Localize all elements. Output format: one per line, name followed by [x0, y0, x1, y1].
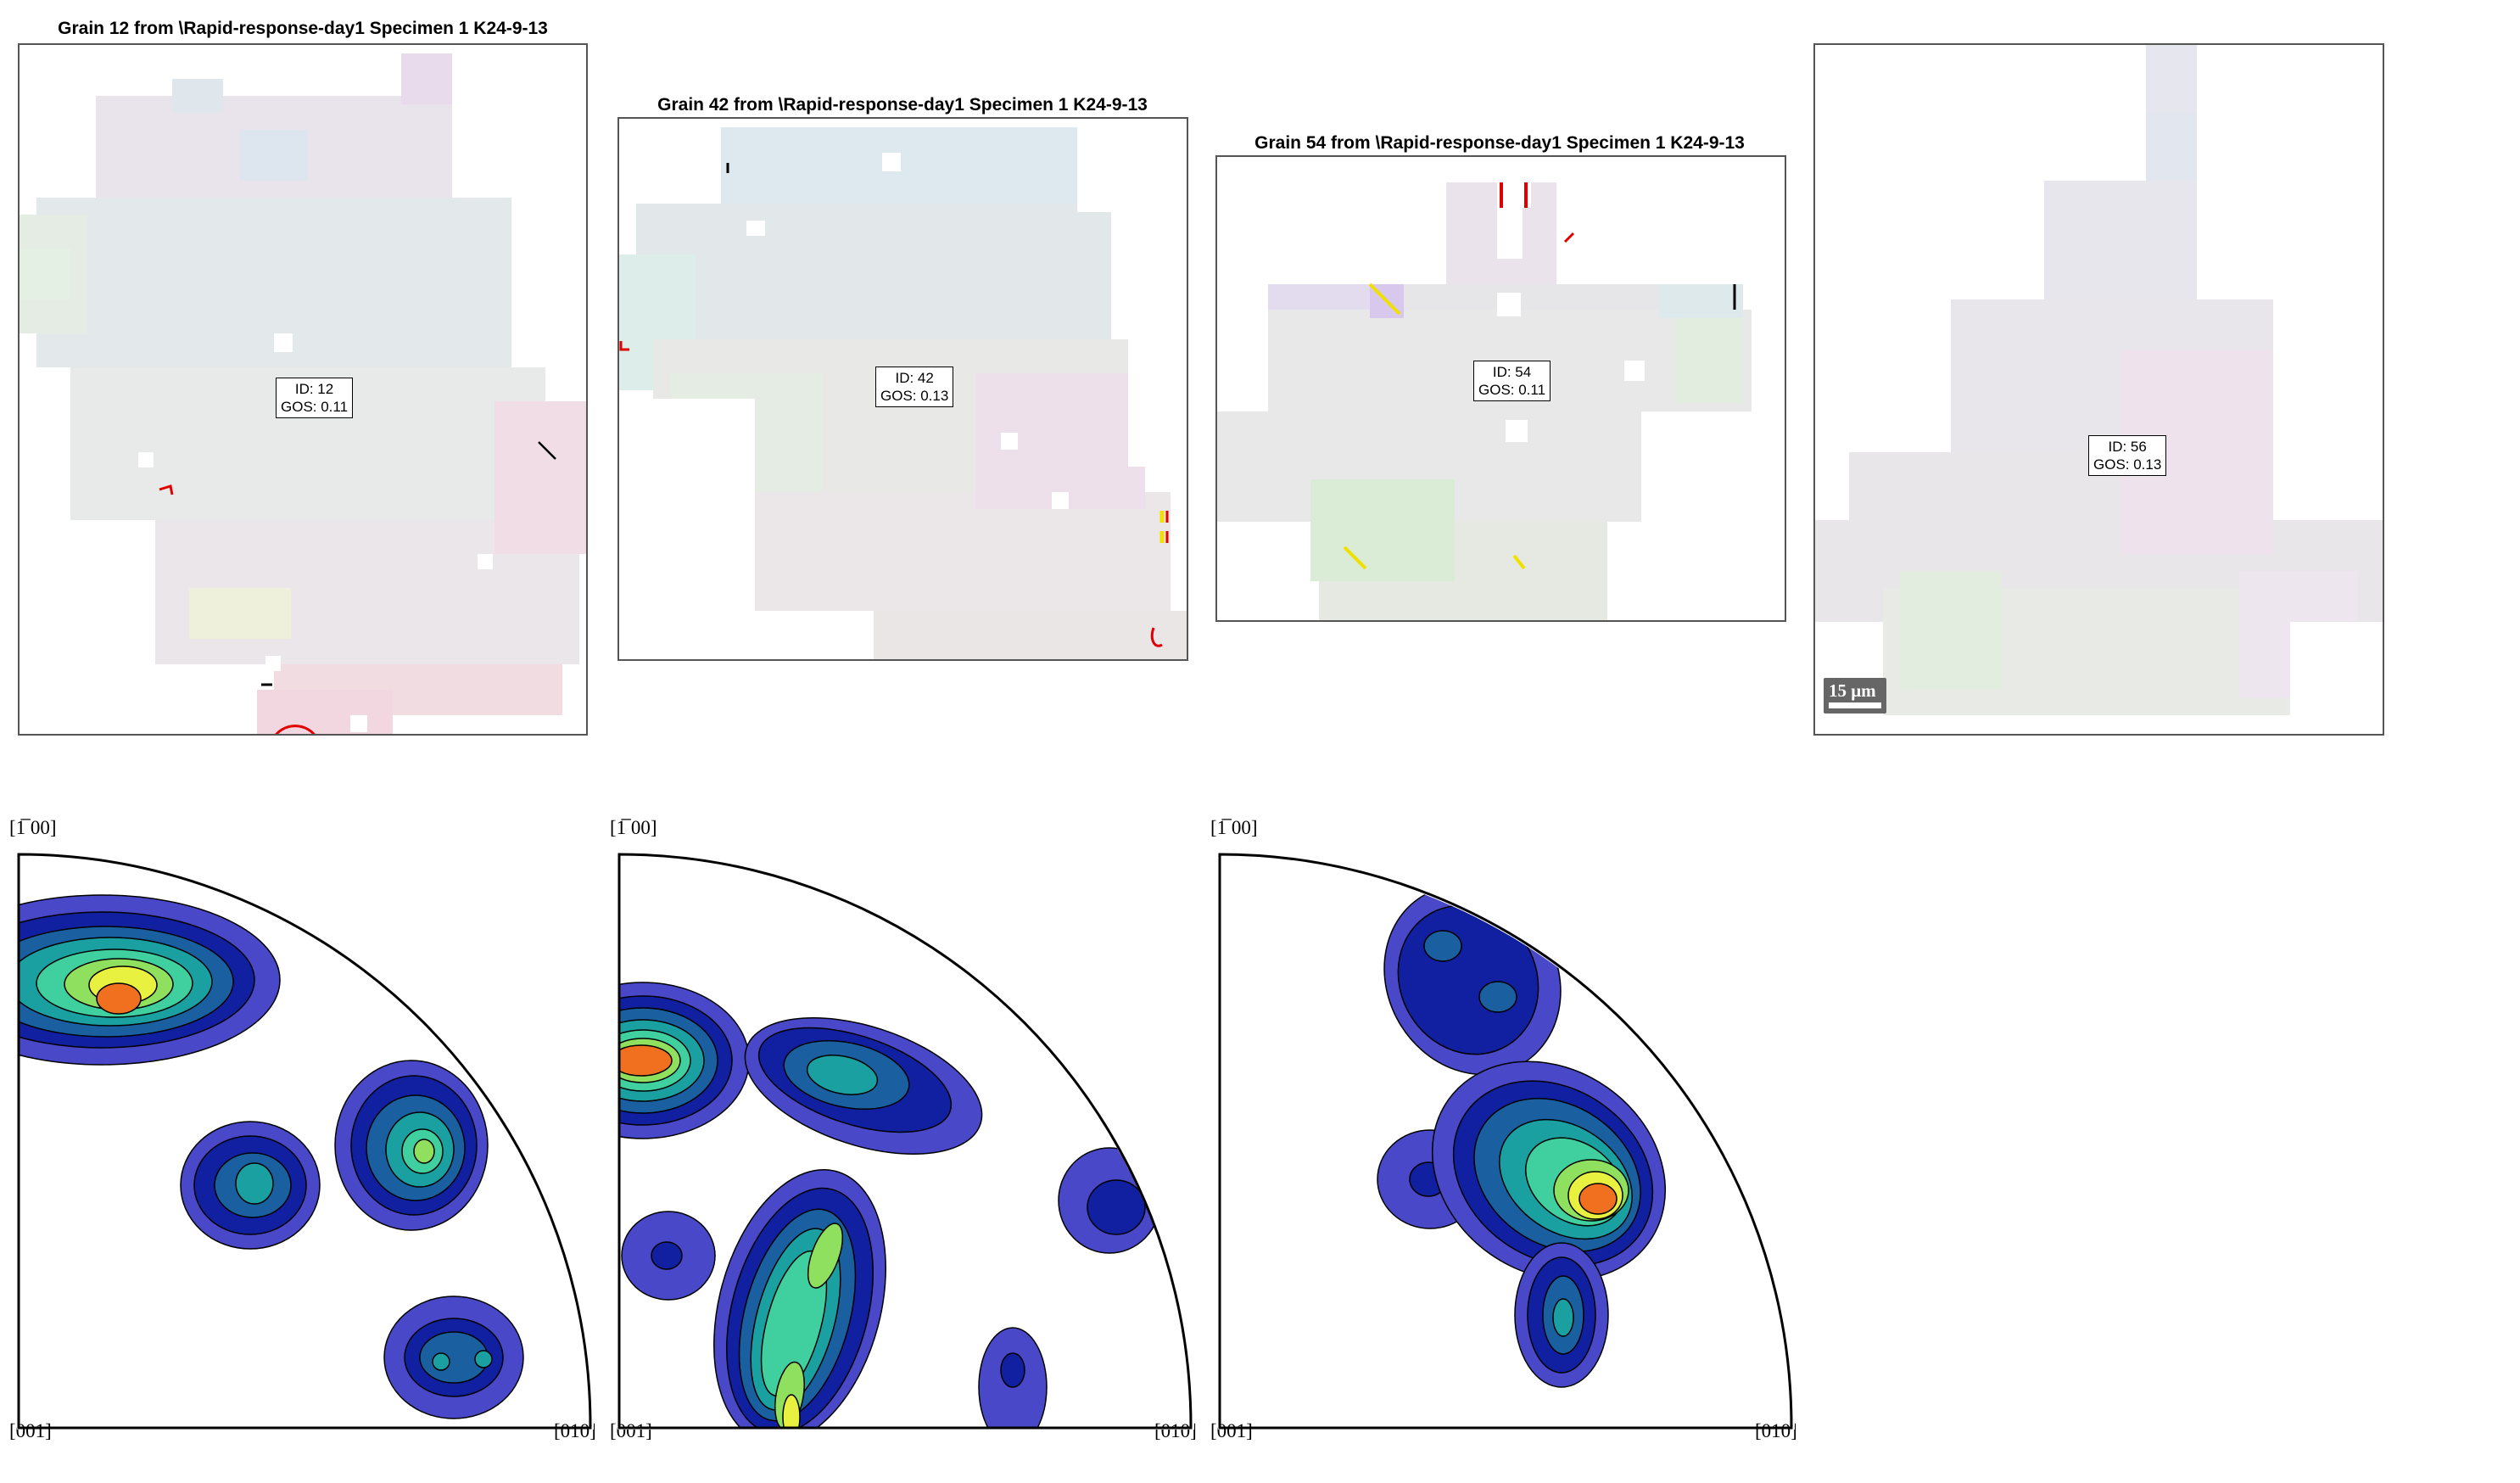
grain-1-title: Grain 12 from \Rapid-response-day1 Speci… — [58, 19, 548, 38]
pf-2-outline — [617, 853, 1193, 1430]
pole-figure-1 — [17, 853, 594, 1430]
grain-2-boundary-red-3 — [1150, 627, 1163, 647]
grain-3-id-box: ID: 54 GOS: 0.11 — [1473, 361, 1551, 401]
pf-3-top-label: [1̅ 00] — [1210, 817, 1258, 838]
grain-1-boundary-red-2 — [159, 484, 174, 495]
grain-1-id-box: ID: 12 GOS: 0.11 — [276, 378, 354, 418]
grain-3-holes — [1217, 157, 1785, 620]
grain-2-pixels — [619, 119, 1187, 659]
grain-1-holes — [20, 45, 586, 734]
pf-1-outline — [17, 853, 592, 1430]
grain-3-boundary-yellow — [1343, 283, 1526, 570]
grain-map-4: ID: 56 GOS: 0.13 15 μm — [1813, 43, 2384, 736]
pf-2-mask — [617, 853, 1194, 1430]
grain-3-gos-label: GOS: 0.11 — [1478, 382, 1546, 398]
grain-map-3: ID: 54 GOS: 0.11 — [1215, 155, 1786, 622]
pf-3-mask — [1218, 853, 1795, 1430]
grain-2-shape — [619, 127, 1187, 659]
scale-bar: 15 μm — [1824, 678, 1886, 714]
grain-1-id-label: ID: 12 — [294, 381, 334, 397]
grain-2-gos-label: GOS: 0.13 — [880, 388, 949, 404]
grain-4-id-label: ID: 56 — [2108, 439, 2147, 455]
grain-map-2: ID: 42 GOS: 0.13 — [617, 117, 1188, 661]
grain-3-title: Grain 54 from \Rapid-response-day1 Speci… — [1254, 133, 1745, 153]
pole-figure-3 — [1218, 853, 1795, 1430]
pf-2-top-label: [1̅ 00] — [610, 817, 657, 838]
grain-2-id-box: ID: 42 GOS: 0.13 — [875, 367, 954, 407]
grain-3-id-label: ID: 54 — [1492, 364, 1532, 380]
grain-3-pixels — [1217, 157, 1785, 620]
pf-3-contours — [1377, 884, 1667, 1388]
grain-1-boundary-black — [538, 441, 556, 460]
grain-2-holes — [619, 119, 1187, 659]
grain-2-title: Grain 42 from \Rapid-response-day1 Speci… — [657, 95, 1148, 115]
pf-1-contours — [17, 894, 524, 1419]
grain-4-id-box: ID: 56 GOS: 0.13 — [2088, 435, 2167, 476]
grain-1-gos-label: GOS: 0.11 — [281, 399, 349, 415]
grain-4-gos-label: GOS: 0.13 — [2093, 456, 2162, 473]
grain-4-shape — [1815, 45, 2383, 715]
scale-bar-line — [1829, 702, 1881, 708]
grain-3-boundary-red-2 — [1563, 232, 1575, 243]
pf-3-outline — [1218, 853, 1793, 1430]
grain-1-boundary-red — [275, 725, 316, 734]
pf-1-mask — [17, 853, 594, 1430]
grain-2-boundary-red — [619, 341, 629, 351]
scale-bar-label: 15 μm — [1829, 680, 1876, 701]
grain-3-boundary-red — [1500, 182, 1528, 208]
pf-1-top-label: [1̅ 00] — [9, 817, 57, 838]
pf-2-contours — [617, 982, 1161, 1430]
grain-map-1: ID: 12 GOS: 0.11 — [18, 43, 588, 736]
grain-4-holes — [1815, 45, 2383, 734]
grain-2-id-label: ID: 42 — [895, 370, 934, 386]
pole-figure-2 — [617, 853, 1194, 1430]
grain-4-pixels — [1815, 45, 2383, 734]
